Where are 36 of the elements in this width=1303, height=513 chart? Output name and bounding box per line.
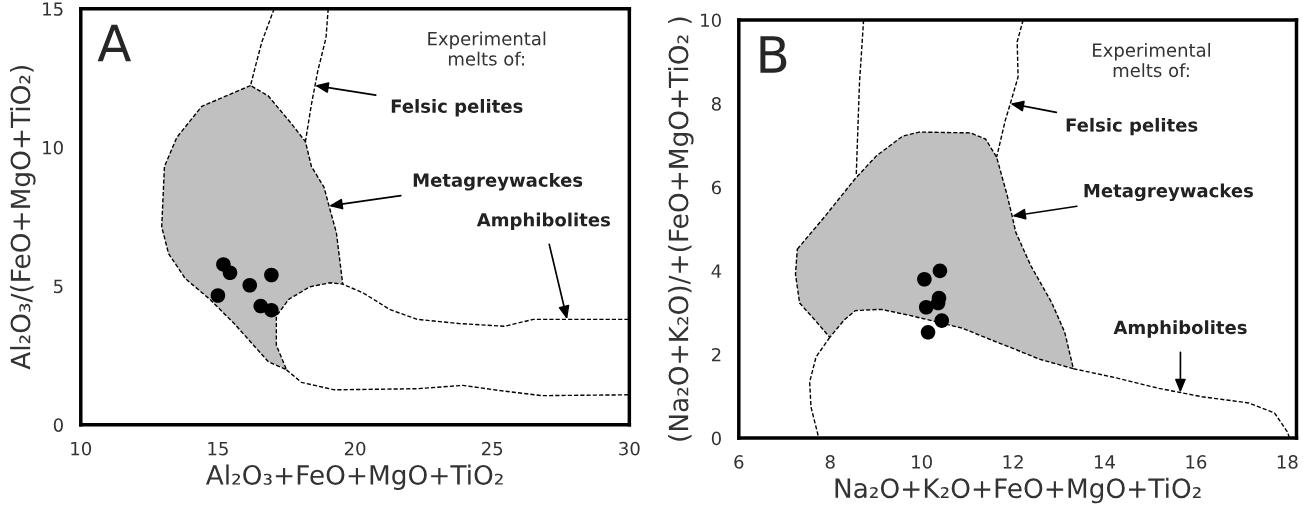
annotation: Felsic pelites bbox=[1066, 117, 1198, 136]
y-tick-label: 4 bbox=[711, 264, 722, 278]
x-tick-label: 16 bbox=[1186, 455, 1207, 469]
y-axis-title: Al₂O₃/(FeO+MgO+TiO₂) bbox=[10, 66, 36, 370]
x-tick-label: 20 bbox=[344, 441, 366, 456]
x-tick-label: 25 bbox=[482, 441, 503, 456]
annotation: Metagreywackes bbox=[1084, 183, 1253, 202]
x-tick-label: 14 bbox=[1094, 455, 1115, 469]
y-tick-label: 10 bbox=[701, 13, 721, 28]
x-tick-label: 10 bbox=[71, 441, 92, 456]
annotation: Felsic pelites bbox=[391, 99, 523, 117]
y-tick-label: 0 bbox=[711, 431, 721, 446]
x-axis-title: Al₂O₃+FeO+MgO+TiO₂ bbox=[205, 464, 503, 490]
y-tick-label: 6 bbox=[711, 180, 721, 195]
y-tick-label: 0 bbox=[53, 418, 63, 432]
annotation: Amphibolites bbox=[1113, 320, 1247, 338]
y-tick-label: 10 bbox=[43, 140, 63, 155]
chart-title: B bbox=[760, 36, 787, 73]
y-tick-label: 15 bbox=[43, 2, 63, 16]
x-tick-label: 6 bbox=[734, 455, 744, 469]
y-tick-label: 2 bbox=[711, 347, 721, 362]
annotation: Amphibolites bbox=[476, 212, 610, 231]
x-tick-label: 10 bbox=[912, 455, 932, 469]
x-tick-label: 30 bbox=[619, 441, 640, 456]
x-tick-label: 15 bbox=[208, 441, 228, 456]
x-tick-label: 8 bbox=[825, 455, 835, 469]
y-axis-title: (Na₂O+K₂O)/+(FeO+MgO+TiO₂ ) bbox=[668, 17, 694, 441]
annotation: Metagreywackes bbox=[413, 172, 583, 191]
y-tick-label: 5 bbox=[54, 279, 63, 294]
x-axis-title: Na₂O+K₂O+FeO+MgO+TiO₂ bbox=[835, 477, 1201, 504]
x-tick-label: 18 bbox=[1277, 455, 1298, 469]
y-tick-label: 8 bbox=[711, 97, 721, 111]
chart-title: A bbox=[97, 24, 132, 62]
x-tick-label: 12 bbox=[1003, 455, 1023, 469]
annotation: Experimental melts of: bbox=[428, 31, 546, 66]
annotation: Experimental melts of: bbox=[1093, 42, 1210, 78]
